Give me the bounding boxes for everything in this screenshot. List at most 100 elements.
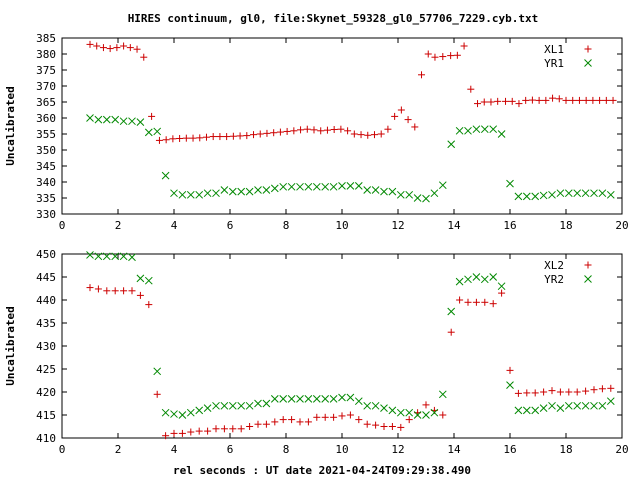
- data-point: [312, 182, 321, 191]
- data-point: [256, 130, 264, 138]
- data-point: [128, 253, 136, 262]
- data-point: [262, 420, 270, 428]
- data-point: [229, 425, 237, 433]
- data-point: [542, 96, 550, 104]
- y-tick-label: 450: [36, 248, 56, 261]
- data-point: [464, 298, 472, 306]
- data-point: [508, 97, 516, 105]
- data-point: [606, 397, 615, 406]
- x-tick-label: 10: [335, 443, 348, 456]
- data-point: [494, 97, 502, 105]
- data-point: [439, 411, 447, 419]
- y-tick-label: 370: [36, 80, 56, 93]
- data-point: [422, 401, 430, 409]
- data-point: [489, 300, 497, 308]
- data-point: [447, 328, 455, 336]
- data-point: [481, 298, 489, 306]
- data-point: [346, 411, 354, 419]
- data-point: [540, 388, 548, 396]
- data-point: [155, 136, 163, 144]
- data-point: [531, 406, 540, 415]
- data-point: [330, 413, 338, 421]
- data-point: [236, 132, 244, 140]
- data-point: [99, 44, 107, 52]
- y-tick-label: 385: [36, 32, 56, 45]
- data-point: [548, 190, 556, 199]
- data-point: [229, 132, 237, 140]
- x-tick-label: 6: [227, 443, 234, 456]
- data-point: [254, 420, 262, 428]
- data-point: [573, 189, 582, 198]
- data-point: [102, 115, 111, 124]
- data-point: [169, 135, 177, 143]
- data-point: [556, 388, 564, 396]
- data-point: [569, 96, 577, 104]
- data-point: [357, 131, 365, 139]
- data-point: [456, 296, 464, 304]
- y-tick-label: 355: [36, 128, 56, 141]
- legend-label: YR1: [544, 57, 564, 70]
- data-point: [271, 418, 279, 426]
- y-tick-label: 340: [36, 176, 56, 189]
- x-tick-label: 18: [559, 443, 572, 456]
- data-point: [575, 96, 583, 104]
- data-point: [321, 182, 330, 191]
- x-tick-label: 12: [391, 443, 404, 456]
- data-point: [405, 190, 414, 199]
- data-point: [140, 53, 148, 61]
- data-point: [346, 181, 355, 190]
- data-point: [317, 127, 325, 135]
- data-point: [86, 284, 94, 292]
- data-point: [297, 126, 305, 134]
- data-point: [195, 406, 204, 415]
- y-tick-label: 435: [36, 317, 56, 330]
- data-point: [196, 134, 204, 142]
- y-tick-label: 360: [36, 112, 56, 125]
- data-point: [111, 287, 119, 295]
- data-point: [288, 416, 296, 424]
- data-point: [388, 406, 397, 415]
- x-tick-label: 0: [59, 219, 66, 232]
- data-point: [418, 71, 426, 79]
- data-point: [549, 94, 557, 102]
- y-tick-label: 350: [36, 144, 56, 157]
- data-point: [304, 182, 313, 191]
- data-point: [321, 413, 329, 421]
- data-point: [330, 126, 338, 134]
- data-point: [262, 186, 271, 194]
- data-point: [363, 401, 372, 410]
- data-point: [447, 52, 455, 60]
- data-point: [178, 429, 186, 437]
- data-point: [380, 404, 388, 412]
- data-point: [94, 285, 102, 293]
- y-tick-label: 330: [36, 208, 56, 221]
- data-point: [598, 385, 606, 393]
- data-point: [535, 96, 543, 104]
- data-point: [548, 387, 556, 395]
- data-point: [195, 427, 203, 435]
- data-point: [346, 393, 355, 402]
- data-point: [94, 252, 103, 261]
- data-point: [262, 399, 271, 408]
- data-point: [178, 411, 187, 419]
- x-tick-label: 4: [171, 443, 178, 456]
- data-point: [590, 189, 598, 198]
- data-point: [528, 96, 536, 104]
- data-point: [372, 421, 380, 429]
- data-point: [562, 96, 570, 104]
- data-point: [195, 190, 204, 199]
- data-point: [598, 401, 607, 410]
- data-point: [133, 45, 141, 53]
- data-point: [522, 96, 530, 104]
- data-point: [474, 100, 482, 108]
- x-tick-label: 2: [115, 219, 122, 232]
- data-point: [355, 416, 363, 424]
- data-point: [354, 181, 363, 190]
- data-point: [472, 125, 481, 134]
- y-tick-label: 335: [36, 192, 56, 205]
- data-point: [287, 182, 296, 191]
- data-point: [573, 401, 582, 410]
- data-point: [220, 425, 228, 433]
- data-point: [455, 126, 464, 135]
- data-point: [321, 395, 330, 403]
